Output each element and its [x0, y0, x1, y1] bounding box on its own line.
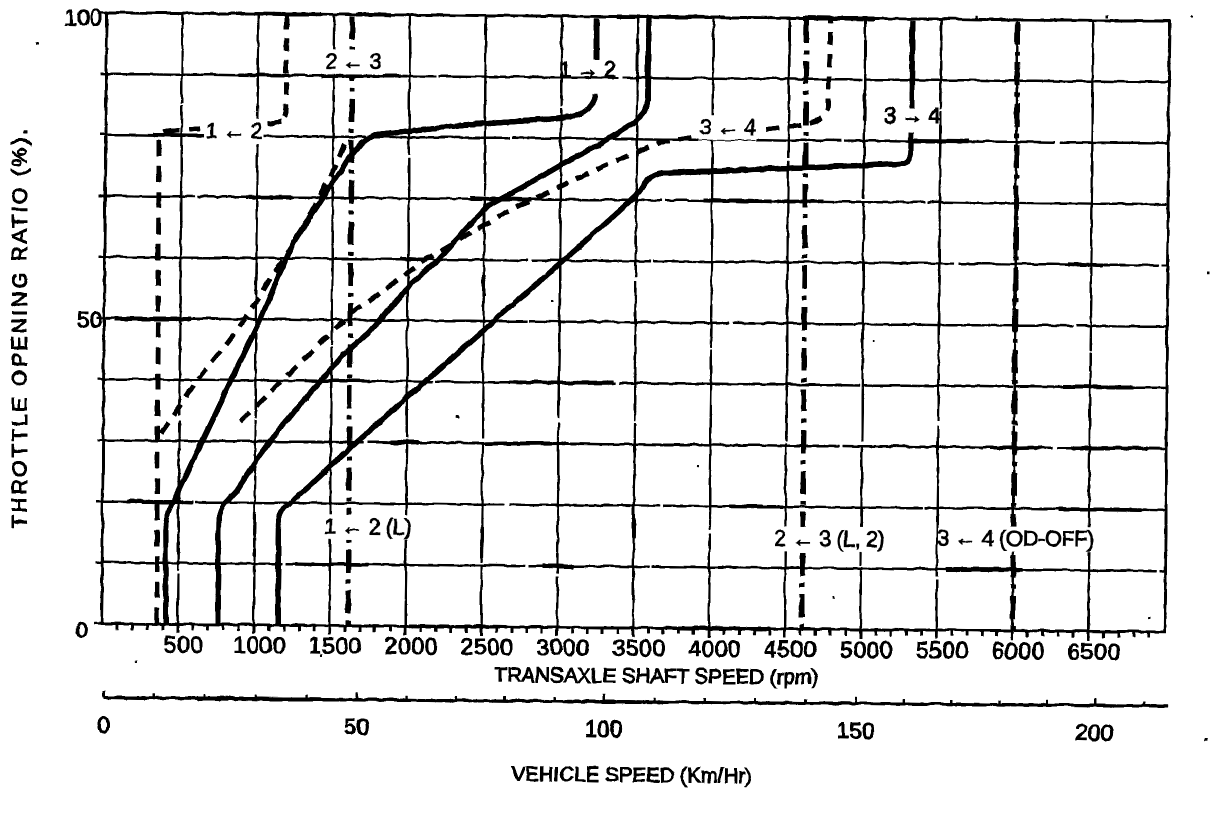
svg-text:VEHICLE SPEED (Km/Hr): VEHICLE SPEED (Km/Hr) [511, 762, 752, 787]
svg-text:200: 200 [1075, 719, 1114, 745]
svg-text:4500: 4500 [763, 635, 816, 661]
svg-text:0: 0 [75, 617, 87, 642]
svg-text:3 ← 4: 3 ← 4 [699, 114, 756, 139]
svg-text:5500: 5500 [915, 636, 968, 662]
svg-text:4000: 4000 [687, 635, 740, 661]
svg-text:1 ← 2: 1 ← 2 [205, 117, 262, 142]
svg-text:100: 100 [584, 715, 623, 741]
svg-text:0: 0 [96, 711, 109, 737]
svg-text:5000: 5000 [839, 636, 892, 662]
svg-text:6000: 6000 [991, 637, 1044, 663]
svg-text:1 ← 2 (L): 1 ← 2 (L) [323, 513, 410, 539]
svg-text:1000: 1000 [232, 631, 285, 657]
svg-text:50: 50 [76, 306, 102, 332]
svg-text:2000: 2000 [384, 632, 437, 658]
svg-text:3 → 4: 3 → 4 [883, 102, 940, 127]
svg-text:2500: 2500 [460, 633, 513, 659]
svg-text:1 → 2: 1 → 2 [558, 56, 615, 81]
svg-text:3000: 3000 [536, 633, 589, 659]
svg-text:150: 150 [836, 717, 875, 743]
svg-text:3500: 3500 [612, 634, 665, 660]
svg-text:3 ← 4 (OD-OFF): 3 ← 4 (OD-OFF) [936, 525, 1093, 551]
svg-text:THROTTLE OPENING RATIO (%).: THROTTLE OPENING RATIO (%). [7, 126, 31, 528]
svg-text:2 ← 3: 2 ← 3 [324, 48, 381, 73]
svg-text:1500: 1500 [308, 632, 361, 658]
svg-text:50: 50 [343, 713, 369, 739]
svg-text:2 ← 3 (L, 2): 2 ← 3 (L, 2) [774, 525, 884, 551]
svg-text:TRANSAXLE SHAFT SPEED (rpm): TRANSAXLE SHAFT SPEED (rpm) [494, 663, 818, 689]
svg-text:100: 100 [63, 4, 102, 30]
svg-text:500: 500 [163, 630, 203, 656]
svg-text:6500: 6500 [1067, 638, 1120, 664]
